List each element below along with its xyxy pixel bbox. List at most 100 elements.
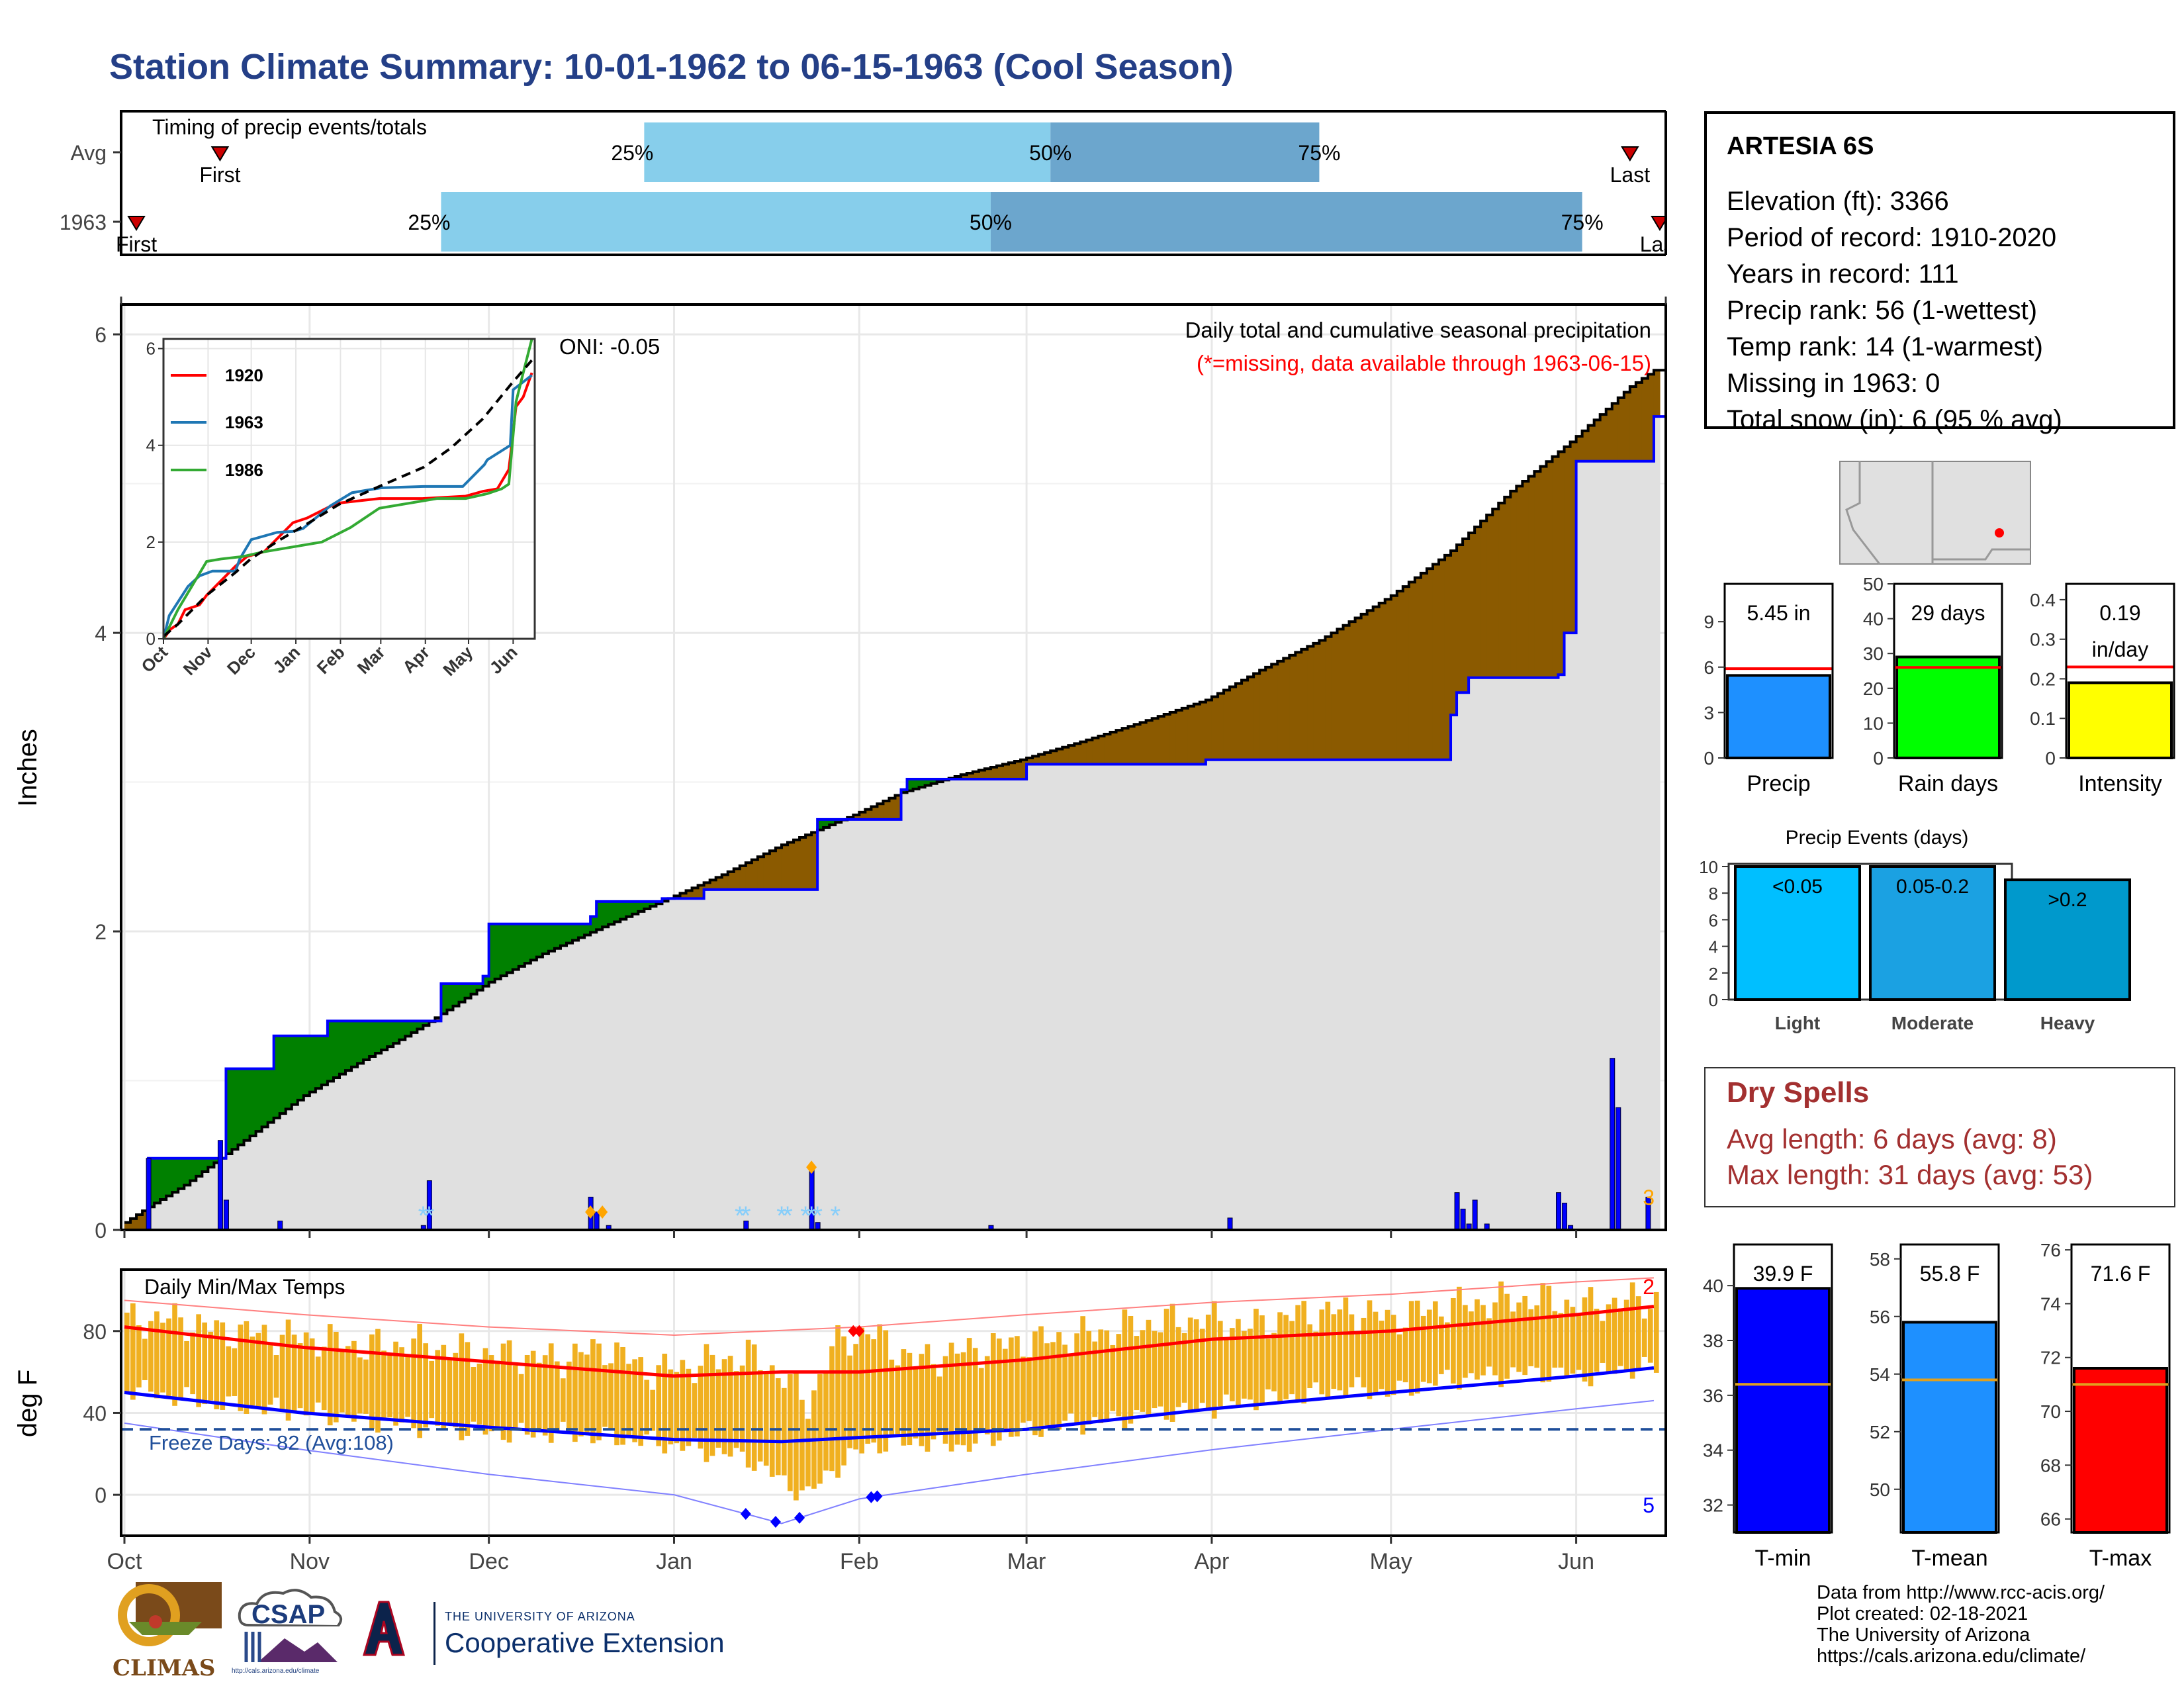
deficit-fill bbox=[1205, 700, 1212, 760]
mini-ytick-label: 0.3 bbox=[2030, 630, 2056, 650]
daily-temp-bar bbox=[1116, 1334, 1122, 1417]
cumulative-base-fill bbox=[1187, 764, 1195, 1230]
cumulative-base-fill bbox=[1390, 759, 1398, 1230]
cumulative-base-fill bbox=[1307, 759, 1314, 1230]
deficit-fill bbox=[1032, 756, 1039, 765]
surplus-fill bbox=[835, 819, 842, 823]
surplus-fill bbox=[931, 779, 938, 784]
precip-events-chart: <0.05 Light 0.05-0.2 Moderate >0.2 Heavy 0 2 4 6 8… bbox=[1699, 827, 2131, 1033]
surplus-fill bbox=[411, 1021, 418, 1033]
daily-temp-bar bbox=[1295, 1305, 1300, 1403]
daily-temp-bar bbox=[435, 1350, 441, 1426]
deficit-fill bbox=[1444, 555, 1451, 760]
deficit-fill bbox=[1402, 586, 1410, 760]
daily-temp-bar bbox=[351, 1340, 357, 1422]
surplus-fill bbox=[919, 779, 926, 788]
cumulative-base-fill bbox=[548, 951, 555, 1230]
deficit-fill bbox=[698, 885, 705, 899]
daily-temp-bar bbox=[1134, 1336, 1140, 1411]
daily-temp-bar bbox=[1444, 1322, 1450, 1370]
cumulative-base-fill bbox=[1211, 759, 1218, 1230]
daily-temp-bar bbox=[345, 1346, 351, 1417]
deficit-fill bbox=[1128, 726, 1135, 765]
cumulative-base-fill bbox=[1021, 779, 1027, 1230]
daily-temp-bar bbox=[1367, 1300, 1373, 1399]
daily-temp-bar bbox=[1641, 1318, 1647, 1357]
daily-temp-bar bbox=[136, 1325, 142, 1387]
daily-temp-bar bbox=[459, 1333, 465, 1440]
daily-temp-bar bbox=[1469, 1311, 1474, 1374]
mini-ytick-label: 0.2 bbox=[2030, 669, 2056, 689]
deficit-fill bbox=[1068, 745, 1075, 765]
cumulative-base-fill bbox=[1104, 764, 1111, 1230]
cumulative-base-fill bbox=[811, 889, 818, 1230]
cumulative-base-fill bbox=[1480, 677, 1487, 1230]
surplus-fill bbox=[632, 901, 639, 914]
deficit-fill bbox=[124, 1222, 131, 1230]
cumulative-base-fill bbox=[674, 898, 681, 1230]
deficit-fill bbox=[1582, 430, 1589, 461]
daily-temp-bar bbox=[500, 1343, 506, 1440]
cumulative-base-fill bbox=[919, 787, 926, 1230]
daily-precip-bar bbox=[1556, 1192, 1562, 1231]
cumulative-base-fill bbox=[1486, 677, 1493, 1230]
mini-ytick-label: 70 bbox=[2040, 1401, 2061, 1422]
surplus-fill bbox=[339, 1021, 346, 1074]
inset-series-1920 bbox=[162, 372, 533, 640]
cumulative-base-fill bbox=[202, 1172, 208, 1230]
daily-temp-bar bbox=[1181, 1333, 1187, 1403]
daily-temp-bar bbox=[172, 1303, 177, 1406]
deficit-fill bbox=[1373, 606, 1380, 760]
cumulative-base-fill bbox=[662, 901, 669, 1230]
daily-temp-bar bbox=[1265, 1338, 1271, 1389]
daily-temp-bar bbox=[1223, 1340, 1229, 1395]
cumulative-base-fill bbox=[381, 1050, 388, 1230]
cumulative-base-fill bbox=[1193, 764, 1201, 1230]
daily-temp-bar bbox=[1408, 1301, 1414, 1396]
ua-logo bbox=[361, 1599, 407, 1665]
deficit-fill bbox=[1050, 751, 1057, 765]
daily-temp-bar bbox=[847, 1355, 852, 1448]
daily-temp-bar bbox=[709, 1354, 715, 1456]
deficit-fill bbox=[1600, 414, 1607, 461]
surplus-fill bbox=[297, 1035, 304, 1100]
cumulative-base-fill bbox=[895, 819, 902, 1230]
deficit-fill bbox=[1623, 392, 1631, 461]
cumulative-base-fill bbox=[1301, 759, 1308, 1230]
daily-temp-bar bbox=[327, 1324, 333, 1426]
daily-precip-bar bbox=[277, 1220, 283, 1231]
cumulative-base-fill bbox=[805, 889, 812, 1230]
temps-xtick-label: Dec bbox=[469, 1549, 508, 1574]
daily-temp-bar bbox=[447, 1358, 453, 1423]
cumulative-base-fill bbox=[1050, 764, 1057, 1230]
deficit-fill bbox=[1271, 664, 1278, 760]
snow-marker: * bbox=[741, 1201, 751, 1231]
surplus-fill bbox=[477, 983, 484, 990]
cumulative-base-fill bbox=[339, 1074, 346, 1230]
surplus-fill bbox=[590, 916, 597, 933]
daily-temp-bar bbox=[1163, 1309, 1169, 1420]
daily-temp-bar bbox=[1098, 1329, 1104, 1423]
daily-precip-bar bbox=[146, 1158, 152, 1231]
daily-temp-bar bbox=[1516, 1302, 1522, 1372]
deficit-fill bbox=[1457, 545, 1463, 693]
cumulative-base-fill bbox=[267, 1122, 275, 1230]
surplus-fill bbox=[614, 901, 621, 922]
cumulative-base-fill bbox=[399, 1039, 406, 1230]
cumulative-base-fill bbox=[686, 898, 693, 1230]
cumulative-base-fill bbox=[727, 889, 735, 1230]
daily-temp-bar bbox=[745, 1339, 751, 1468]
cumulative-base-fill bbox=[883, 819, 890, 1230]
deficit-fill bbox=[1175, 710, 1183, 765]
cumulative-base-fill bbox=[1457, 692, 1463, 1230]
daily-temp-bar bbox=[291, 1335, 297, 1413]
snow-marker: * bbox=[418, 1201, 429, 1231]
inset-bg bbox=[163, 339, 535, 639]
daily-temp-bar bbox=[1271, 1333, 1277, 1391]
cumulative-base-fill bbox=[1570, 633, 1577, 1230]
mini-ytick-label: 50 bbox=[1870, 1479, 1890, 1500]
cumulative-base-fill bbox=[1230, 759, 1236, 1230]
cumulative-base-fill bbox=[584, 935, 591, 1230]
temp-means-charts: 32 34 36 38 40 39.9 F T-min 50 52 54 56 58 55.8 F T-m… bbox=[1703, 1240, 2171, 1571]
